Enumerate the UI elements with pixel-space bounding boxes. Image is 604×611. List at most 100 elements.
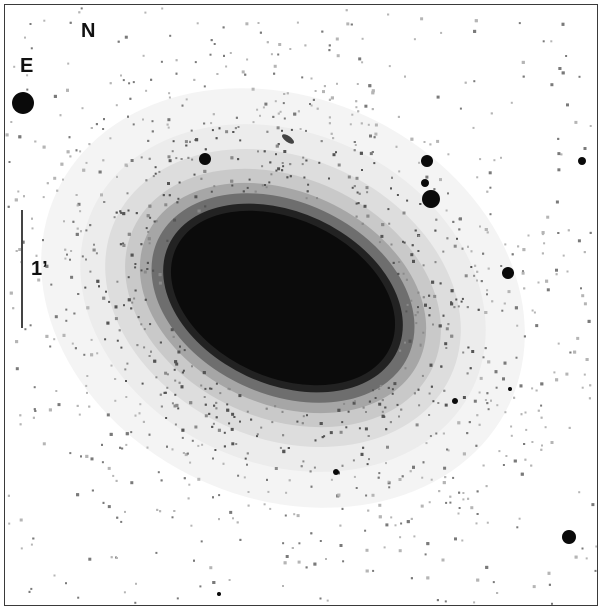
noise-pixel [520,472,524,476]
noise-pixel [352,401,356,405]
noise-pixel [155,220,158,223]
noise-pixel [86,375,89,377]
noise-pixel [388,486,391,489]
noise-pixel [445,347,448,349]
noise-pixel [29,324,32,327]
noise-pixel [231,412,235,416]
noise-pixel [521,271,525,275]
noise-pixel [125,432,129,436]
noise-pixel [91,489,94,492]
noise-pixel [297,560,301,564]
noise-pixel [212,422,215,425]
noise-pixel [471,350,475,353]
noise-pixel [589,125,592,127]
noise-pixel [53,94,57,98]
noise-pixel [354,144,357,146]
noise-pixel [230,156,234,160]
noise-pixel [204,403,207,406]
noise-pixel [204,414,208,418]
noise-pixel [357,110,360,113]
noise-pixel [222,462,225,465]
noise-pixel [14,198,18,202]
noise-pixel [119,210,122,213]
noise-pixel [477,308,480,311]
noise-pixel [274,467,278,470]
noise-pixel [263,150,266,153]
noise-pixel [468,421,471,424]
noise-pixel [82,168,86,172]
noise-pixel [462,452,466,456]
noise-pixel [507,290,511,294]
noise-pixel [138,412,141,415]
star [422,190,440,208]
noise-pixel [426,576,430,580]
noise-pixel [96,279,100,283]
noise-pixel [225,65,228,68]
noise-pixel [458,228,461,231]
noise-pixel [565,55,568,57]
noise-pixel [473,29,477,33]
noise-pixel [438,324,442,328]
noise-pixel [431,280,435,284]
noise-pixel [381,414,385,418]
noise-pixel [500,156,502,159]
noise-pixel [175,403,179,407]
noise-pixel [45,334,49,338]
noise-pixel [343,402,346,405]
noise-pixel [187,497,190,500]
noise-pixel [171,448,174,451]
noise-pixel [168,96,171,99]
noise-pixel [10,121,13,123]
noise-pixel [444,403,448,407]
noise-pixel [216,73,219,75]
noise-pixel [434,229,437,232]
noise-pixel [166,386,169,389]
noise-pixel [289,175,292,178]
noise-pixel [367,509,370,512]
noise-pixel [269,161,272,164]
noise-pixel [146,261,149,264]
noise-pixel [167,126,170,129]
noise-pixel [583,147,587,150]
noise-pixel [341,464,344,467]
noise-pixel [332,153,336,157]
noise-pixel [175,157,178,160]
noise-pixel [281,410,284,413]
noise-pixel [414,229,417,232]
noise-pixel [189,401,193,405]
noise-pixel [531,309,534,312]
noise-pixel [148,204,152,208]
noise-pixel [158,281,162,285]
noise-pixel [124,368,127,371]
noise-pixel [70,275,74,279]
noise-pixel [239,139,242,142]
noise-pixel [142,420,145,423]
noise-pixel [85,454,89,458]
noise-pixel [583,302,587,306]
noise-pixel [388,65,391,68]
noise-pixel [114,305,118,309]
noise-pixel [447,192,449,195]
noise-pixel [489,186,492,189]
noise-pixel [116,516,119,519]
noise-pixel [159,341,162,344]
noise-pixel [19,518,23,522]
noise-pixel [115,557,118,559]
noise-pixel [8,161,11,163]
noise-pixel [364,104,368,108]
noise-pixel [360,122,363,125]
noise-pixel [109,137,112,140]
noise-pixel [174,423,177,426]
noise-pixel [103,201,106,203]
noise-pixel [541,231,545,235]
noise-pixel [247,491,250,493]
noise-pixel [353,185,356,188]
noise-pixel [273,64,277,68]
noise-pixel [46,182,49,185]
noise-pixel [476,279,478,282]
noise-pixel [71,342,74,345]
noise-pixel [469,367,472,370]
noise-pixel [417,250,420,252]
noise-pixel [435,218,438,221]
noise-pixel [412,259,415,263]
